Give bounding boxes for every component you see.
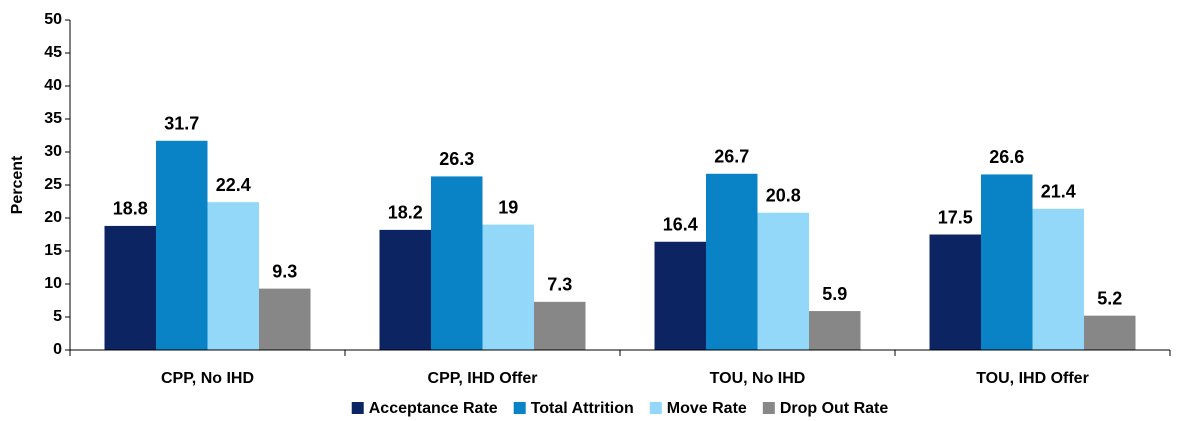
- legend-swatch: [351, 402, 364, 414]
- bar: [156, 140, 208, 350]
- y-tick-label: 20: [44, 209, 62, 226]
- bar: [207, 202, 259, 350]
- data-label: 16.4: [663, 215, 698, 235]
- data-label: 26.6: [989, 147, 1024, 167]
- y-tick-label: 50: [44, 11, 62, 28]
- y-tick-label: 30: [44, 143, 62, 160]
- bar: [757, 212, 809, 350]
- y-tick-label: 25: [44, 176, 62, 193]
- legend-label: Drop Out Rate: [780, 400, 889, 417]
- data-label: 7.3: [547, 275, 572, 295]
- y-tick-label: 0: [53, 341, 62, 358]
- data-label: 20.8: [766, 185, 801, 205]
- data-label: 5.9: [822, 284, 847, 304]
- data-label: 5.2: [1097, 288, 1122, 308]
- y-axis-label: Percent: [9, 155, 26, 214]
- y-tick-label: 5: [53, 308, 62, 325]
- bar: [706, 173, 758, 350]
- data-label: 26.7: [714, 147, 749, 167]
- bar: [1084, 315, 1136, 350]
- bar: [431, 176, 483, 350]
- y-tick-label: 15: [44, 242, 62, 259]
- data-label: 22.4: [216, 175, 251, 195]
- y-tick-label: 10: [44, 275, 62, 292]
- data-label: 9.3: [272, 261, 297, 281]
- bar: [809, 311, 861, 350]
- y-tick-label: 40: [44, 77, 62, 94]
- data-label: 26.3: [439, 149, 474, 169]
- data-label: 21.4: [1041, 182, 1076, 202]
- legend-label: Move Rate: [667, 400, 747, 417]
- legend-swatch: [649, 402, 662, 414]
- bar: [981, 174, 1033, 350]
- legend-label: Acceptance Rate: [369, 400, 498, 417]
- legend-swatch: [513, 402, 526, 414]
- x-tick-label: TOU, IHD Offer: [976, 370, 1089, 387]
- bar: [104, 225, 156, 350]
- x-tick-label: CPP, No IHD: [161, 370, 254, 387]
- bar: [1032, 208, 1084, 350]
- x-tick-label: TOU, No IHD: [710, 370, 806, 387]
- legend-swatch: [762, 402, 775, 414]
- x-tick-label: CPP, IHD Offer: [428, 370, 538, 387]
- bar: [654, 241, 706, 350]
- bar: [482, 224, 534, 350]
- data-label: 31.7: [164, 114, 199, 134]
- data-label: 17.5: [938, 207, 973, 227]
- bar: [929, 234, 981, 350]
- data-label: 18.8: [113, 199, 148, 219]
- y-tick-label: 45: [44, 44, 62, 61]
- data-label: 19: [498, 197, 518, 217]
- bar: [259, 288, 311, 350]
- bar: [379, 229, 431, 350]
- bar: [534, 301, 586, 350]
- legend-label: Total Attrition: [531, 400, 634, 417]
- y-tick-label: 35: [44, 110, 62, 127]
- data-label: 18.2: [388, 203, 423, 223]
